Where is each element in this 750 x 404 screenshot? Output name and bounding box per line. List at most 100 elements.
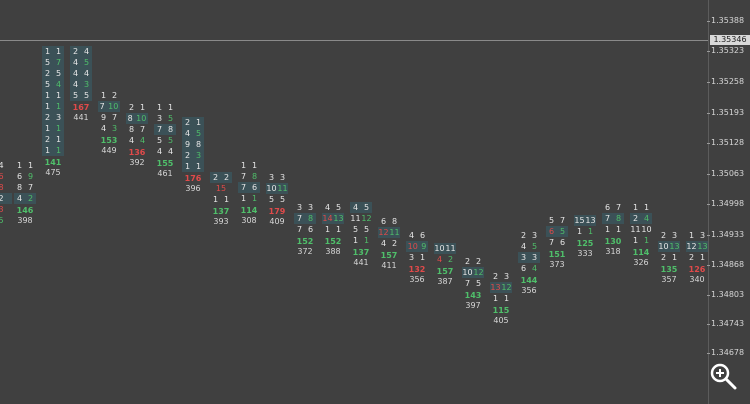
ask-volume: 8 [195, 140, 202, 149]
bid-volume: 4 [16, 194, 23, 203]
ask-volume: 1 [195, 118, 202, 127]
ask-volume: 2 [27, 194, 34, 203]
footprint-cell: 14 13 [322, 213, 344, 224]
ask-volume: 2 [111, 91, 118, 100]
ask-volume: 4 [531, 264, 538, 273]
footprint-cell: 10 13 [658, 241, 680, 252]
bid-volume: 4 [128, 136, 135, 145]
bid-volume: 1 [44, 124, 51, 133]
ask-volume: 11 [445, 244, 456, 253]
ask-volume: 4 [643, 214, 650, 223]
footprint-cell: 2 [0, 193, 12, 204]
zoom-in-icon [710, 363, 737, 390]
footprint-cell: 5 [0, 215, 12, 226]
bid-volume: 2 [184, 151, 191, 160]
ask-volume: 3 [195, 151, 202, 160]
bid-volume: 4 [520, 242, 527, 251]
footprint-cell: 12 13 [686, 241, 708, 252]
ask-volume: 3 [307, 203, 314, 212]
ask-volume: 5 [559, 227, 566, 236]
column-volume: 388 [325, 247, 341, 256]
bid-volume: 5 [0, 216, 4, 225]
bid-volume: 7 [296, 225, 303, 234]
ask-volume: 7 [111, 113, 118, 122]
ask-volume: 5 [363, 203, 370, 212]
footprint-chart[interactable]: 4 6 8 2 3 5 1 1 6 9 8 7 4 2 146 398 1 1 5 7 2 5 5 4 1 1 1 1 2 3 1 1 2 1 1 1… [0, 0, 708, 404]
bid-volume: 10 [658, 242, 669, 251]
bid-volume: 4 [72, 80, 79, 89]
bid-volume: 2 [660, 253, 667, 262]
column-volume: 308 [241, 216, 257, 225]
bid-volume: 5 [72, 91, 79, 100]
ask-volume: 3 [279, 173, 286, 182]
bid-volume: 10 [462, 268, 473, 277]
bid-volume: 1 [240, 194, 247, 203]
bid-volume: 5 [156, 136, 163, 145]
bid-volume: 1 [632, 203, 639, 212]
column-delta: 155 [156, 159, 174, 168]
price-tick: 1.35258 [706, 77, 745, 86]
column-delta: 126 [688, 265, 706, 274]
column-delta: 179 [268, 207, 286, 216]
bid-volume: 3 [156, 114, 163, 123]
ask-volume: 1 [251, 194, 258, 203]
ask-volume: 1 [671, 253, 678, 262]
price-axis[interactable]: 1.35388 1.35346 1.35323 1.35258 1.35193 … [706, 0, 750, 404]
zoom-in-button[interactable] [706, 360, 746, 400]
bid-volume: 4 [184, 129, 191, 138]
ask-volume: 5 [279, 195, 286, 204]
bid-volume: 8 [128, 125, 135, 134]
price-tick: 1.35193 [706, 108, 745, 117]
column-volume: 411 [381, 261, 397, 270]
ask-volume: 1 [55, 135, 62, 144]
ask-volume: 10 [108, 102, 119, 111]
ask-volume: 13 [669, 242, 680, 251]
bid-volume: 1 [44, 47, 51, 56]
ask-volume: 1 [195, 162, 202, 171]
bid-volume: 4 [72, 69, 79, 78]
ask-volume: 3 [531, 231, 538, 240]
ask-volume: 1 [503, 294, 510, 303]
ask-volume: 5 [531, 242, 538, 251]
ask-volume: 3 [111, 124, 118, 133]
bid-volume: 11 [630, 225, 641, 234]
bid-volume: 6 [548, 227, 555, 236]
bid-volume: 2 [632, 214, 639, 223]
column-volume: 373 [549, 260, 565, 269]
column-delta: 144 [520, 276, 538, 285]
ask-volume: 3 [503, 272, 510, 281]
footprint-cell: 3 [0, 204, 12, 215]
ask-volume: 1 [55, 91, 62, 100]
ask-volume: 1 [615, 225, 622, 234]
ask-volume: 4 [139, 136, 146, 145]
ask-volume: 1 [587, 227, 594, 236]
column-delta: 153 [100, 136, 118, 145]
ask-volume: 1 [55, 102, 62, 111]
bid-volume: 2 [520, 231, 527, 240]
bid-volume: 9 [100, 113, 107, 122]
ask-volume: 5 [55, 69, 62, 78]
bid-volume: 1 [324, 225, 331, 234]
ask-volume: 5 [167, 114, 174, 123]
bid-volume: 2 [464, 257, 471, 266]
bid-volume: 1 [604, 225, 611, 234]
ask-volume: 2 [391, 239, 398, 248]
bid-volume: 8 [0, 183, 4, 192]
column-volume: 392 [129, 158, 145, 167]
